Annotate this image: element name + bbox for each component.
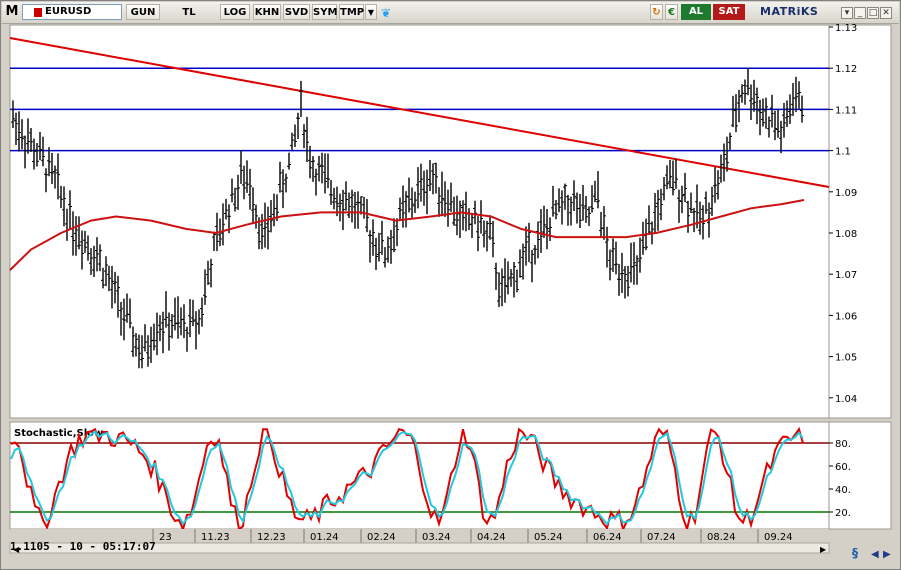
date-label: 11.23 [201,532,230,543]
scroll-left-icon[interactable]: ◀ [13,545,20,554]
date-axis [10,529,829,543]
horizontal-scrollbar[interactable] [9,542,830,554]
price-tick-label: 1.04 [835,394,857,405]
chart-area[interactable]: 1.131.121.111.11.091.081.071.061.051.04 … [1,23,900,569]
date-label: 04.24 [477,532,506,543]
template-button[interactable]: TMP [339,4,364,20]
date-label: 01.24 [310,532,339,543]
date-label: 12.23 [257,532,286,543]
stochastic-tick-label: 40. [835,485,851,496]
template-dropdown-icon[interactable]: ▼ [365,4,377,20]
price-tick-label: 1.07 [835,270,857,281]
svd-button[interactable]: SVD [283,4,310,20]
buy-button[interactable]: AL [681,4,711,20]
period-day-button[interactable]: GUN [126,4,160,20]
app-logo: M [5,4,19,19]
price-tick-label: 1.12 [835,64,857,75]
price-tick-label: 1.08 [835,229,857,240]
price-tick-label: 1.11 [835,105,857,116]
brand-logo: MATRiKS [760,5,819,18]
date-label: 03.24 [422,532,451,543]
scroll-right-icon[interactable]: ▶ [820,545,827,554]
stochastic-axis-ticks: 80. 60. 40. 20. [829,439,851,519]
date-label: 07.24 [647,532,676,543]
currency-icon[interactable]: € [665,4,678,20]
log-scale-button[interactable]: LOG [220,4,250,20]
khn-button[interactable]: KHN [253,4,281,20]
sync-button[interactable] [849,543,869,561]
stochastic-levels [10,442,829,513]
symbol-label: EURUSD [45,6,92,17]
close-icon[interactable]: ✕ [880,7,892,19]
price-tick-label: 1.13 [835,23,857,34]
stochastic-tick-label: 20. [835,508,851,519]
date-label: 06.24 [593,532,622,543]
sync-icon: § [852,546,858,560]
refresh-icon[interactable]: ↻ [650,4,663,20]
stochastic-tick-label: 60. [835,462,851,473]
stochastic-tick-label: 80. [835,439,851,450]
maximize-icon[interactable]: □ [867,7,879,19]
dropdown-icon[interactable]: ▾ [841,7,853,19]
price-axis[interactable] [828,24,892,419]
price-axis-ticks: 1.13 1.12 1.11 1.1 1.09 1.08 1.07 1.06 1.05 1.04 [829,23,857,405]
indicator-axis[interactable] [828,421,892,530]
sym-button[interactable]: SYM [312,4,337,20]
trendline-button[interactable]: TL [182,7,196,18]
price-tick-label: 1.06 [835,311,857,322]
date-label: 05.24 [534,532,563,543]
candles [11,68,804,369]
date-label: 23 [159,532,172,543]
stochastic-fast-line [10,426,804,533]
price-readout: 1.1105 - 10 - 05:17:07 [10,540,156,553]
nav-right-icon[interactable]: ▶ [883,549,891,560]
price-tick-label: 1.09 [835,188,857,199]
nav-left-icon[interactable]: ◀ [871,549,879,560]
price-tick-label: 1.1 [835,147,851,158]
indicator-title: Stochastic,Slow [14,428,103,439]
trendline[interactable] [9,37,830,188]
stochastic-slow-line [10,430,804,526]
date-axis-labels: 23 11.23 12.23 01.24 02.24 03.24 04.24 05.24 06.… [152,529,793,543]
date-label: 09.24 [764,532,793,543]
horizontal-levels[interactable] [10,67,829,152]
flag-icon [26,8,42,17]
moving-average-line [9,199,805,271]
toolbar: M EURUSD GUN TL LOG KHN SVD SYM TMP ▼ ❦ … [2,2,899,24]
date-label: 02.24 [367,532,396,543]
sell-button[interactable]: SAT [713,4,745,20]
symbol-selector[interactable]: EURUSD [22,4,122,20]
price-tick-label: 1.05 [835,353,857,364]
date-label: 08.24 [707,532,736,543]
minimize-icon[interactable]: _ [854,7,866,19]
twitter-icon[interactable]: ❦ [380,6,392,20]
